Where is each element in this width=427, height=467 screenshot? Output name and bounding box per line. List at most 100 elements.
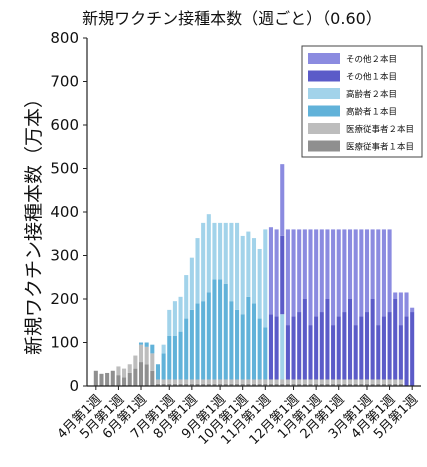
bar-segment	[342, 383, 347, 386]
bar-segment	[319, 383, 324, 386]
legend-swatch	[308, 140, 340, 152]
bar-segment	[133, 368, 138, 386]
bar-segment	[336, 383, 341, 386]
legend-label: 高齢者２本目	[346, 89, 397, 100]
bar-segment	[336, 229, 341, 317]
bar-segment	[359, 383, 364, 386]
x-ticks-group: 4月第1週5月第1週6月第1週7月第1週8月第1週9月第1週10月第1週11月第…	[55, 386, 421, 448]
y-tick-label: 700	[50, 73, 79, 91]
bar-segment	[116, 375, 121, 387]
bar-segment	[184, 275, 189, 319]
bar-segment	[212, 279, 217, 380]
legend-swatch	[308, 70, 340, 82]
bar-segment	[178, 331, 183, 380]
bar-segment	[393, 379, 398, 384]
bar-segment	[364, 229, 370, 313]
bar-segment	[297, 229, 302, 313]
bar-segment	[229, 301, 234, 380]
bar-segment	[206, 292, 211, 380]
bar-segment	[308, 325, 313, 380]
bar-segment	[404, 316, 409, 386]
bar-segment	[246, 296, 251, 380]
bar-segment	[235, 309, 240, 380]
bar-segment	[218, 222, 223, 280]
bar-segment	[410, 312, 415, 386]
bar-segment	[280, 164, 285, 236]
bar-segment	[285, 383, 290, 386]
bar-segment	[235, 379, 240, 384]
bar-segment	[364, 383, 370, 386]
legend-frame	[301, 45, 423, 158]
bar-segment	[155, 383, 160, 386]
y-tick-label: 600	[50, 116, 79, 134]
bar-segment	[348, 229, 353, 299]
bar-segment	[251, 303, 257, 380]
bar-segment	[410, 307, 415, 313]
bar-segment	[370, 379, 375, 384]
bar-segment	[99, 373, 104, 386]
bar-segment	[274, 229, 279, 317]
bar-segment	[263, 383, 268, 386]
bar-segment	[212, 222, 217, 280]
bar-segment	[398, 325, 403, 380]
chart-title: 新規ワクチン接種本数（週ごと）（0.60）	[82, 9, 382, 28]
bar-segment	[189, 383, 194, 386]
y-tick-label: 800	[50, 29, 79, 47]
bar-segment	[150, 353, 155, 371]
legend-swatch	[308, 123, 340, 134]
bar-segment	[342, 312, 347, 380]
bar-segment	[263, 229, 268, 328]
bar-segment	[172, 379, 177, 384]
bar-segment	[291, 383, 296, 386]
bar-segment	[189, 379, 194, 384]
bar-segment	[376, 325, 381, 380]
bar-segment	[161, 344, 166, 354]
bar-segment	[218, 383, 223, 386]
bar-segment	[274, 383, 279, 386]
bar-segment	[206, 379, 211, 384]
bar-segment	[325, 379, 330, 384]
bar-segment	[381, 316, 386, 380]
bar-segment	[172, 383, 177, 386]
bar-segment	[133, 355, 138, 369]
bar-segment	[178, 296, 183, 332]
bar-segment	[314, 229, 319, 317]
bar-segment	[195, 238, 200, 304]
bar-segment	[359, 316, 364, 380]
y-tick-label: 400	[50, 203, 79, 221]
bar-segment	[370, 229, 375, 299]
bar-segment	[268, 314, 273, 380]
bar-segment	[155, 364, 160, 380]
bar-segment	[167, 335, 172, 380]
bar-segment	[229, 222, 234, 302]
bar-segment	[144, 364, 149, 386]
bar-segment	[302, 299, 307, 380]
bar-segment	[370, 299, 375, 380]
bar-segment	[285, 325, 290, 380]
bar-segment	[291, 229, 296, 317]
bar-segment	[398, 383, 403, 386]
y-axis-label: 新規ワクチン接種本数（万本）	[23, 89, 45, 355]
bar-segment	[144, 342, 149, 347]
bar-segment	[314, 379, 319, 384]
bar-segment	[353, 229, 358, 326]
bar-segment	[212, 379, 217, 384]
bar-segment	[308, 229, 313, 326]
bar-segment	[353, 325, 358, 380]
bar-segment	[161, 383, 166, 386]
bar-segment	[235, 222, 240, 310]
bar-segment	[325, 299, 330, 380]
legend-swatch	[308, 105, 340, 117]
bar-segment	[297, 383, 302, 386]
bar-segment	[393, 292, 398, 299]
bar-segment	[387, 379, 392, 384]
bar-segment	[150, 344, 155, 354]
bar-segment	[229, 379, 234, 384]
bar-segment	[336, 379, 341, 384]
bar-segment	[393, 299, 398, 380]
bar-segment	[297, 312, 302, 380]
bar-segment	[325, 229, 330, 299]
bar-segment	[184, 379, 189, 384]
bar-segment	[398, 379, 403, 384]
